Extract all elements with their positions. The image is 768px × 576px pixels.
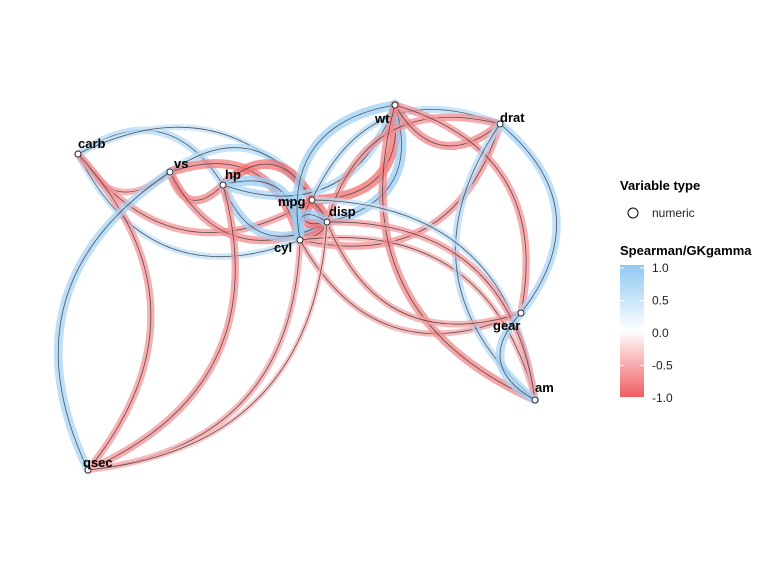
node-mpg (308, 196, 316, 204)
node-label-mpg: mpg (278, 194, 306, 209)
node-label-qsec: qsec (83, 455, 113, 470)
color-scale-tick-label: 1.0 (652, 261, 669, 275)
node-hp (219, 181, 227, 189)
node-carb (74, 150, 82, 158)
node-gear (517, 309, 525, 317)
color-scale-tick-label: 0.0 (652, 326, 669, 340)
legend-variable-type-title: Variable type (620, 178, 700, 193)
edge-line-wt-gear (394, 104, 527, 314)
node-am (531, 396, 539, 404)
legend-color-title: Spearman/GKgamma (620, 243, 752, 258)
edge-line-hp-mpg (222, 163, 313, 201)
color-scale-bar (620, 265, 644, 397)
node-wt (391, 101, 399, 109)
edge-line-cyl-wt (296, 104, 396, 241)
edge-line-wt-am (382, 104, 536, 401)
edge-line-carb-cyl (77, 153, 301, 258)
node-label-drat: drat (500, 110, 525, 125)
node-vs (166, 168, 174, 176)
edge-line-drat-gear (499, 123, 558, 314)
edge-line-disp-qsec (87, 221, 328, 471)
edge-line-cyl-am (299, 237, 536, 401)
edge-layer (53, 100, 561, 475)
node-qsec (84, 466, 92, 474)
edge-line-disp-gear (326, 221, 522, 325)
edge-line-gear-am (499, 312, 536, 401)
node-drat (496, 120, 504, 128)
color-scale-tick-label: -1.0 (652, 391, 673, 405)
node-label-disp: disp (329, 204, 356, 219)
node-cyl (296, 236, 304, 244)
color-scale-tick-label: -0.5 (652, 359, 673, 373)
node-label-hp: hp (225, 167, 241, 182)
node-layer: carb vs hp mpg disp cyl wt drat gear am qsec (74, 101, 554, 474)
color-scale-tick-label: 0.5 (652, 294, 669, 308)
legend-numeric-label: numeric (652, 206, 695, 220)
legend: Variable type numeric Spearman/GKgamma 1… (620, 178, 752, 405)
edge-line-carb-qsec (77, 153, 152, 471)
node-label-carb: carb (78, 136, 106, 151)
node-label-cyl: cyl (274, 240, 292, 255)
edge-line-wt-drat (394, 104, 501, 147)
node-label-vs: vs (174, 156, 188, 171)
edge-line-disp-am (326, 221, 536, 401)
node-label-am: am (535, 380, 554, 395)
color-scale-ticks: 1.0 0.5 0.0 -0.5 -1.0 (620, 261, 673, 405)
node-disp (323, 218, 331, 226)
edge-line-vs-qsec (57, 171, 171, 471)
edge-cyl-qsec (84, 236, 304, 474)
node-label-gear: gear (493, 318, 520, 333)
numeric-variable-marker (627, 207, 639, 219)
node-label-wt: wt (374, 111, 390, 126)
edge-line-hp-qsec (87, 184, 236, 471)
